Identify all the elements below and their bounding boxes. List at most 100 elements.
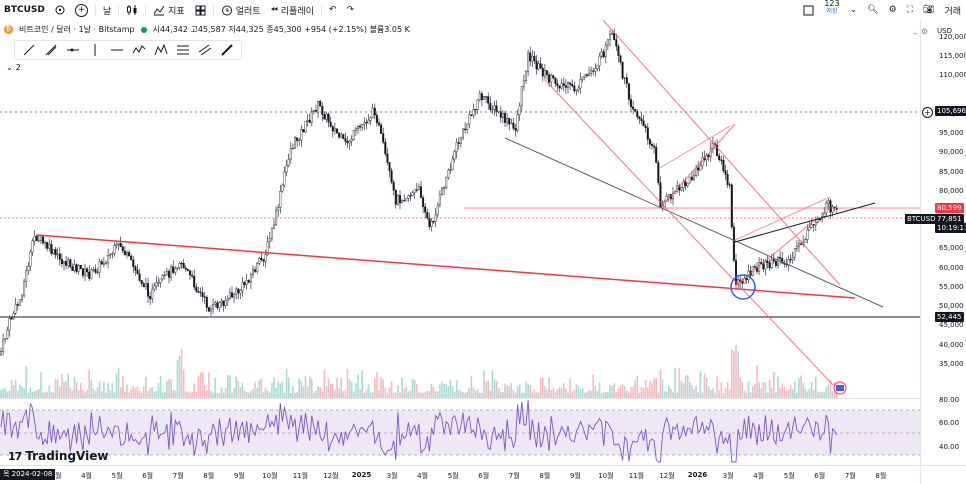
volume-bar: [348, 379, 351, 398]
candle-body: [10, 318, 13, 320]
save-layout-button[interactable]: 123 저장: [819, 0, 844, 20]
volume-bar: [266, 390, 269, 398]
fullscreen-button[interactable]: ⛶: [902, 0, 918, 20]
trade-button[interactable]: 거래: [944, 6, 961, 17]
alert-button[interactable]: 얼러트: [216, 0, 266, 20]
candle-body: [256, 263, 259, 272]
replay-button[interactable]: ⏪︎ 리플레이: [266, 0, 319, 20]
volume-bar: [357, 374, 359, 398]
candle-body: [323, 114, 326, 120]
templates-button[interactable]: [190, 0, 211, 20]
candle-body: [510, 122, 513, 125]
candle-body: [546, 70, 549, 75]
candle-body: [571, 84, 574, 87]
channel-rung-1[interactable]: [659, 123, 736, 209]
volume-bar: [411, 378, 414, 398]
candle-body: [365, 122, 368, 124]
ray-tool[interactable]: [41, 42, 61, 58]
brush-tool[interactable]: [217, 42, 237, 58]
volume-bar: [203, 385, 206, 398]
volume-bar: [504, 383, 506, 398]
descending-trendline[interactable]: [504, 137, 884, 308]
axis-settings-icon[interactable]: ⚙: [921, 27, 929, 36]
price-axis[interactable]: USD ⚙ 120,000115,000110,000100,00095,000…: [920, 20, 966, 465]
pane-separator[interactable]: [0, 398, 920, 399]
horizontal-ray-tool[interactable]: [63, 42, 83, 58]
hline-add-button[interactable]: +: [922, 107, 933, 118]
volume-bar: [447, 386, 450, 398]
candle-body: [380, 124, 383, 134]
candle-body: [197, 291, 200, 293]
channel-rung-3[interactable]: [734, 219, 816, 287]
candle-body: [401, 200, 404, 204]
candle-body: [270, 228, 273, 239]
candle-body: [338, 132, 341, 138]
layout-button[interactable]: [798, 0, 819, 20]
candle-body: [804, 239, 807, 243]
settings-button[interactable]: ⚙: [884, 0, 902, 20]
time-axis[interactable]: 3월 4월 5월 6월 7월 8월 9월 10월 11월 12월 2025 3월 4월 5월 6월 7월 8월 9…: [0, 465, 920, 484]
layout-menu-button[interactable]: ⌄: [845, 0, 863, 20]
price-tick: 95,000: [939, 129, 964, 138]
ticker-options-icon[interactable]: [50, 0, 70, 20]
volume-bar: [374, 378, 376, 398]
candle-body: [722, 160, 725, 171]
pattern-tool[interactable]: [151, 42, 171, 58]
undo-button[interactable]: ↶: [324, 0, 342, 20]
fib-tool[interactable]: [173, 42, 193, 58]
layout-number: 123: [824, 0, 840, 8]
channel-rung-4[interactable]: [734, 196, 831, 241]
minimize-icon[interactable]: –: [913, 29, 918, 39]
channel-lower[interactable]: [544, 79, 834, 386]
replay-label: 리플레이: [280, 6, 314, 17]
volume-bar: [128, 392, 130, 398]
trendline-tool[interactable]: [19, 42, 39, 58]
volume-bar: [502, 391, 504, 398]
path-tool[interactable]: [129, 42, 149, 58]
horizontal-line-tool[interactable]: [107, 42, 127, 58]
candle-body: [121, 246, 124, 252]
candle-body: [2, 339, 5, 352]
channel-tool[interactable]: [195, 42, 215, 58]
volume-bar: [455, 379, 458, 398]
vertical-line-tool[interactable]: [85, 42, 105, 58]
quick-search-button[interactable]: 🔍︎: [862, 0, 883, 20]
ticker-search[interactable]: BTCUSD: [4, 5, 45, 15]
chart-type-button[interactable]: [121, 0, 143, 20]
volume-bar: [77, 389, 80, 398]
volume-bar: [701, 392, 704, 398]
volume-bar: [544, 386, 546, 398]
candle-body: [808, 227, 811, 231]
channel-upper[interactable]: [602, 20, 841, 286]
candle-body: [367, 120, 370, 124]
flag-marker-icon[interactable]: [833, 381, 847, 395]
volume-bar: [722, 392, 725, 398]
candle-body: [182, 263, 185, 269]
ascending-trendline[interactable]: [734, 202, 876, 243]
candle-body: [71, 266, 74, 271]
volume-bar: [350, 382, 353, 398]
channel-rung-2[interactable]: [659, 125, 731, 169]
symbol-description[interactable]: 비트코인 / 달러 · 1날 · Bitstamp: [19, 25, 135, 34]
redo-button[interactable]: ↷: [341, 0, 359, 20]
indicators-button[interactable]: 지표: [148, 0, 190, 20]
snapshot-button[interactable]: 📷︎: [918, 0, 939, 20]
candle-body: [793, 248, 796, 258]
candle-body: [522, 80, 525, 87]
volume-bar: [424, 392, 426, 398]
volume-bar: [598, 382, 601, 398]
candle-body: [136, 270, 139, 274]
circle-annotation[interactable]: [730, 274, 756, 300]
tradingview-logo[interactable]: 17 TradingView: [8, 449, 108, 463]
candle-body: [779, 256, 782, 259]
price-chart[interactable]: [0, 20, 920, 465]
collapsed-indicators[interactable]: ⌄ 2: [6, 63, 21, 72]
interval-button[interactable]: 날: [102, 6, 112, 17]
add-symbol-button[interactable]: +: [70, 0, 93, 20]
candle-body: [327, 113, 330, 123]
candle-body: [556, 83, 559, 87]
volume-bar: [248, 392, 250, 398]
currency-label[interactable]: USD: [937, 27, 952, 35]
long-trendline[interactable]: [36, 234, 856, 299]
volume-bar: [699, 371, 702, 398]
